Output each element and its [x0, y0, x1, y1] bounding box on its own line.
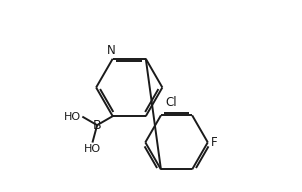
Text: N: N	[108, 44, 116, 56]
Text: Cl: Cl	[166, 96, 177, 109]
Text: HO: HO	[84, 144, 101, 154]
Text: F: F	[210, 136, 217, 149]
Text: HO: HO	[64, 112, 81, 122]
Text: B: B	[93, 119, 101, 132]
